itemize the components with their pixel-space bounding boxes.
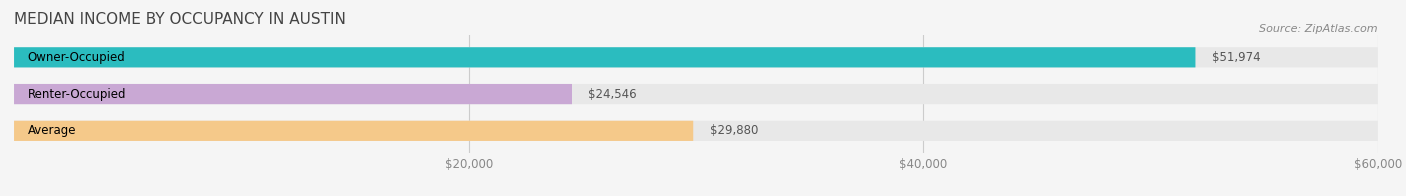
Text: $51,974: $51,974 xyxy=(1212,51,1260,64)
Text: Source: ZipAtlas.com: Source: ZipAtlas.com xyxy=(1260,24,1378,34)
Text: $29,880: $29,880 xyxy=(710,124,758,137)
Text: Renter-Occupied: Renter-Occupied xyxy=(28,88,127,101)
FancyBboxPatch shape xyxy=(14,84,572,104)
FancyBboxPatch shape xyxy=(14,84,1378,104)
Text: Average: Average xyxy=(28,124,76,137)
Text: MEDIAN INCOME BY OCCUPANCY IN AUSTIN: MEDIAN INCOME BY OCCUPANCY IN AUSTIN xyxy=(14,12,346,27)
FancyBboxPatch shape xyxy=(14,121,693,141)
FancyBboxPatch shape xyxy=(14,47,1378,67)
FancyBboxPatch shape xyxy=(14,121,1378,141)
FancyBboxPatch shape xyxy=(14,47,1195,67)
Text: Owner-Occupied: Owner-Occupied xyxy=(28,51,125,64)
Text: $24,546: $24,546 xyxy=(588,88,637,101)
